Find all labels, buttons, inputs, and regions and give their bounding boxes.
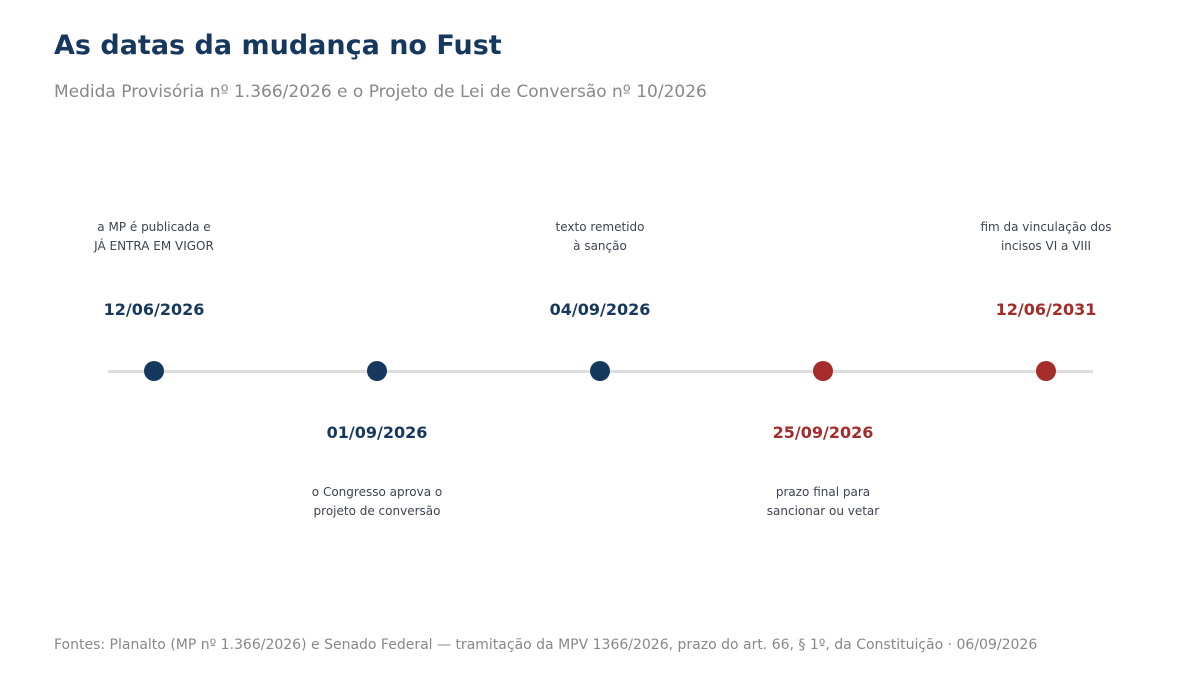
milestone-date: 12/06/2031 bbox=[995, 300, 1097, 319]
milestone-description-line: projeto de conversão bbox=[313, 504, 441, 518]
milestone-description: o Congresso aprova o projeto de conversão bbox=[267, 483, 487, 521]
milestone-description-line: sancionar ou vetar bbox=[766, 504, 880, 518]
page-title: As datas da mudança no Fust bbox=[54, 30, 502, 61]
milestone-description-line: a MP é publicada e bbox=[97, 220, 211, 234]
milestone-description: a MP é publicada e JÁ ENTRA EM VIGOR bbox=[44, 218, 264, 256]
milestone-dot bbox=[1036, 361, 1056, 381]
milestone-dot bbox=[813, 361, 833, 381]
milestone-description-line: incisos VI a VIII bbox=[1000, 239, 1092, 253]
milestone-description-line: JÁ ENTRA EM VIGOR bbox=[94, 239, 214, 253]
milestone-description-line: à sanção bbox=[573, 239, 627, 253]
source-note: Fontes: Planalto (MP nº 1.366/2026) e Se… bbox=[54, 637, 1038, 653]
page-subtitle: Medida Provisória nº 1.366/2026 e o Proj… bbox=[54, 82, 707, 102]
milestone-description: texto remetido à sanção bbox=[490, 218, 710, 256]
milestone-description-line: o Congresso aprova o bbox=[311, 485, 443, 499]
milestone-description: prazo final para sancionar ou vetar bbox=[713, 483, 933, 521]
milestone-description-line: prazo final para bbox=[775, 485, 871, 499]
milestone-date: 25/09/2026 bbox=[772, 423, 874, 442]
milestone-dot bbox=[590, 361, 610, 381]
milestone-date: 04/09/2026 bbox=[549, 300, 651, 319]
milestone-description-line: texto remetido bbox=[555, 220, 645, 234]
milestone-dot bbox=[367, 361, 387, 381]
milestone-date: 12/06/2026 bbox=[103, 300, 205, 319]
milestone-date: 01/09/2026 bbox=[326, 423, 428, 442]
milestone-description: fim da vinculação dos incisos VI a VIII bbox=[936, 218, 1156, 256]
milestone-dot bbox=[144, 361, 164, 381]
milestone-description-line: fim da vinculação dos bbox=[980, 220, 1112, 234]
